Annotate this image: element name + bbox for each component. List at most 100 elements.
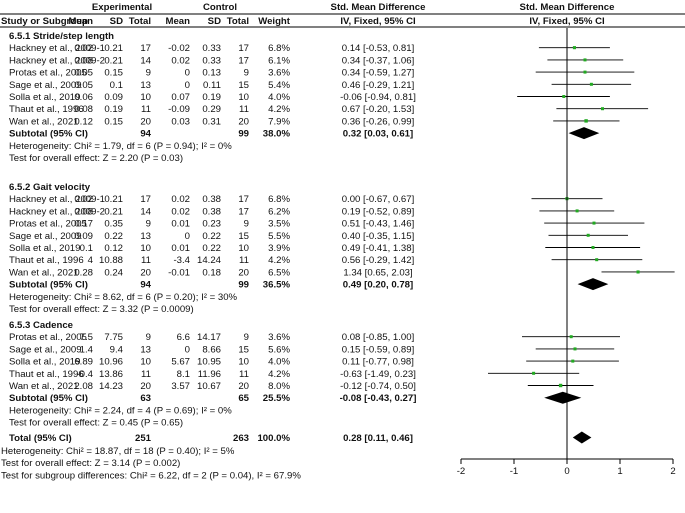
- ctrl-total: 10: [238, 243, 249, 254]
- total-ctrl: 263: [233, 433, 249, 444]
- exp-sd: 0.19: [104, 104, 123, 115]
- study-name: Solla et al., 2019: [9, 243, 80, 254]
- ctrl-mean: 0.07: [171, 92, 190, 103]
- study-weight: 8.0%: [268, 381, 290, 392]
- exp-total: 14: [140, 206, 151, 217]
- exp-sd: 0.15: [104, 68, 123, 79]
- column-header: Study or Subgroup: [1, 16, 88, 27]
- exp-mean: 6.89: [74, 357, 93, 368]
- column-header: Total: [129, 16, 151, 27]
- ctrl-sd: 0.31: [202, 116, 221, 127]
- study-weight: 7.9%: [268, 116, 290, 127]
- ctrl-mean: 0: [185, 80, 190, 91]
- exp-total: 10: [140, 243, 151, 254]
- effect-square: [532, 371, 536, 375]
- exp-total: 10: [140, 357, 151, 368]
- exp-total: 11: [141, 255, 151, 266]
- exp-sd: 9.4: [110, 344, 124, 355]
- ctrl-sd: 0.22: [202, 243, 221, 254]
- ctrl-sd: 0.38: [202, 206, 221, 217]
- exp-mean: 0.02: [74, 194, 93, 205]
- exp-mean: 0.12: [74, 116, 93, 127]
- subtotal-diamond: [568, 127, 600, 140]
- exp-mean: 0.08: [74, 206, 93, 217]
- heterogeneity-text: Heterogeneity: Chi² = 2.24, df = 4 (P = …: [9, 405, 232, 416]
- total-weight: 100.0%: [257, 433, 290, 444]
- exp-sd: 0.21: [104, 43, 123, 54]
- study-weight: 5.5%: [268, 231, 290, 242]
- exp-total: 14: [140, 55, 151, 66]
- x-tick-label: -2: [457, 466, 466, 477]
- ctrl-total: 17: [238, 43, 249, 54]
- subtotal-label: Subtotal (95% CI): [9, 280, 88, 291]
- ctrl-sd: 10.95: [197, 357, 221, 368]
- subtotal-weight: 25.5%: [263, 393, 291, 404]
- subgroup-title: 6.5.3 Cadence: [9, 320, 73, 331]
- exp-mean: 7.5: [80, 332, 93, 343]
- ctrl-mean: -0.02: [168, 43, 190, 54]
- ctrl-sd: 0.38: [202, 194, 221, 205]
- subtotal-ci: -0.08 [-0.43, 0.27]: [340, 393, 417, 404]
- ctrl-mean: 5.67: [171, 357, 190, 368]
- ctrl-sd: 11.96: [198, 369, 221, 380]
- effect-square: [558, 383, 563, 388]
- ctrl-total: 15: [238, 344, 249, 355]
- subtotal-label: Subtotal (95% CI): [9, 129, 88, 140]
- ctrl-mean: 0: [185, 68, 190, 79]
- exp-mean: 0.08: [74, 55, 93, 66]
- ctrl-mean: -3.4: [173, 255, 190, 266]
- subtotal-ci: 0.49 [0.20, 0.78]: [343, 280, 413, 291]
- ctrl-sd: 0.22: [202, 231, 221, 242]
- effect-square: [586, 233, 590, 237]
- exp-mean: 4: [88, 255, 94, 266]
- ctrl-sd: 0.29: [202, 104, 221, 115]
- ctrl-total: 9: [244, 68, 249, 79]
- exp-mean: 0.02: [74, 43, 93, 54]
- exp-sd: 10.88: [99, 255, 123, 266]
- ctrl-total: 20: [238, 267, 249, 278]
- exp-sd: 0.21: [104, 194, 123, 205]
- ctrl-total: 9: [244, 219, 249, 230]
- study-weight: 4.2%: [268, 255, 290, 266]
- total-label: Total (95% CI): [9, 433, 72, 444]
- exp-sd: 0.35: [104, 219, 123, 230]
- footer-text: Heterogeneity: Chi² = 18.87, df = 18 (P …: [1, 446, 235, 457]
- study-ci: 0.46 [-0.29, 1.21]: [342, 80, 415, 91]
- ctrl-total: 11: [239, 255, 249, 266]
- study-name: Wan et al., 2021: [9, 116, 79, 127]
- x-tick-label: 1: [617, 466, 622, 477]
- column-header: Mean: [165, 16, 190, 27]
- column-header: SD: [208, 16, 221, 27]
- ctrl-mean: 0.02: [171, 194, 190, 205]
- smd-header: Std. Mean Difference: [331, 2, 426, 13]
- study-name: Hackney et al., 2009-2: [9, 55, 105, 66]
- exp-mean: 0.05: [74, 68, 93, 79]
- study-ci: 0.14 [-0.53, 0.81]: [342, 43, 415, 54]
- ctrl-total: 15: [238, 231, 249, 242]
- ctrl-sd: 0.33: [202, 43, 221, 54]
- exp-mean: 0.17: [74, 219, 93, 230]
- study-weight: 6.2%: [268, 206, 290, 217]
- effect-square: [584, 119, 588, 123]
- overall-effect-text: Test for overall effect: Z = 3.32 (P = 0…: [9, 304, 194, 315]
- study-ci: 0.49 [-0.41, 1.38]: [342, 243, 415, 254]
- ctrl-sd: 0.33: [202, 55, 221, 66]
- exp-sd: 0.09: [104, 92, 123, 103]
- exp-total: 11: [141, 104, 151, 115]
- ctrl-total: 15: [238, 80, 249, 91]
- column-header: Total: [227, 16, 249, 27]
- ctrl-total: 17: [238, 206, 249, 217]
- column-header: Mean: [68, 16, 93, 27]
- x-tick-label: 2: [670, 466, 675, 477]
- subtotal-diamond: [544, 391, 582, 404]
- subgroup-title: 6.5.2 Gait velocity: [9, 182, 91, 193]
- effect-square: [592, 221, 596, 225]
- subtotal-weight: 36.5%: [263, 280, 291, 291]
- subtotal-exp-total: 63: [140, 393, 151, 404]
- study-name: Hackney et al., 2009-2: [9, 206, 105, 217]
- ctrl-mean: 0.02: [171, 206, 190, 217]
- study-ci: 0.56 [-0.29, 1.42]: [342, 255, 415, 266]
- column-header: IV, Fixed, 95% CI: [340, 16, 416, 27]
- subtotal-weight: 38.0%: [263, 129, 291, 140]
- subtotal-ctrl-total: 99: [238, 280, 249, 291]
